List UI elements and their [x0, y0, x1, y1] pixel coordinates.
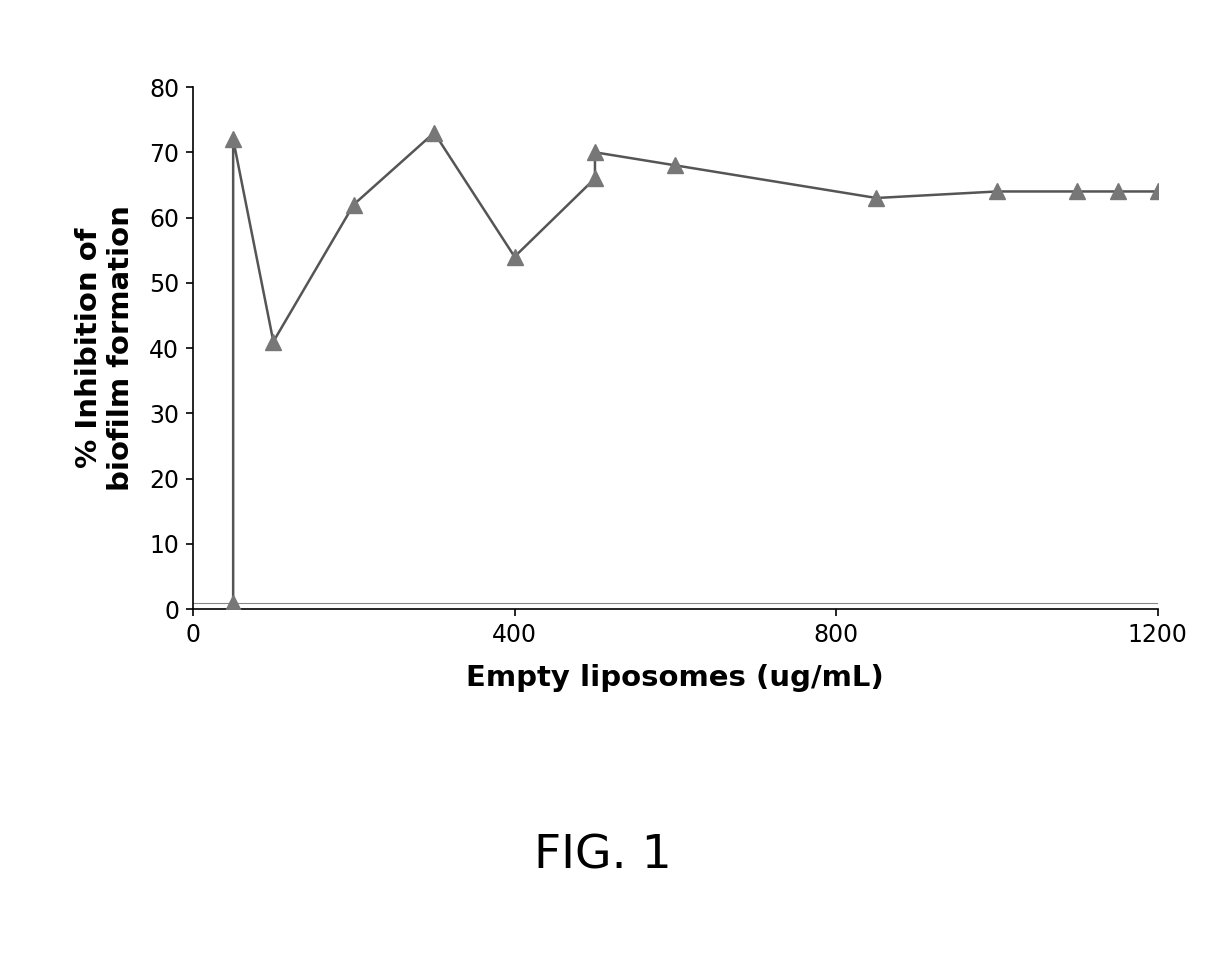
- Y-axis label: % Inhibition of
biofilm formation: % Inhibition of biofilm formation: [75, 205, 135, 491]
- Text: FIG. 1: FIG. 1: [534, 834, 672, 878]
- X-axis label: Empty liposomes (ug/mL): Empty liposomes (ug/mL): [467, 663, 884, 691]
